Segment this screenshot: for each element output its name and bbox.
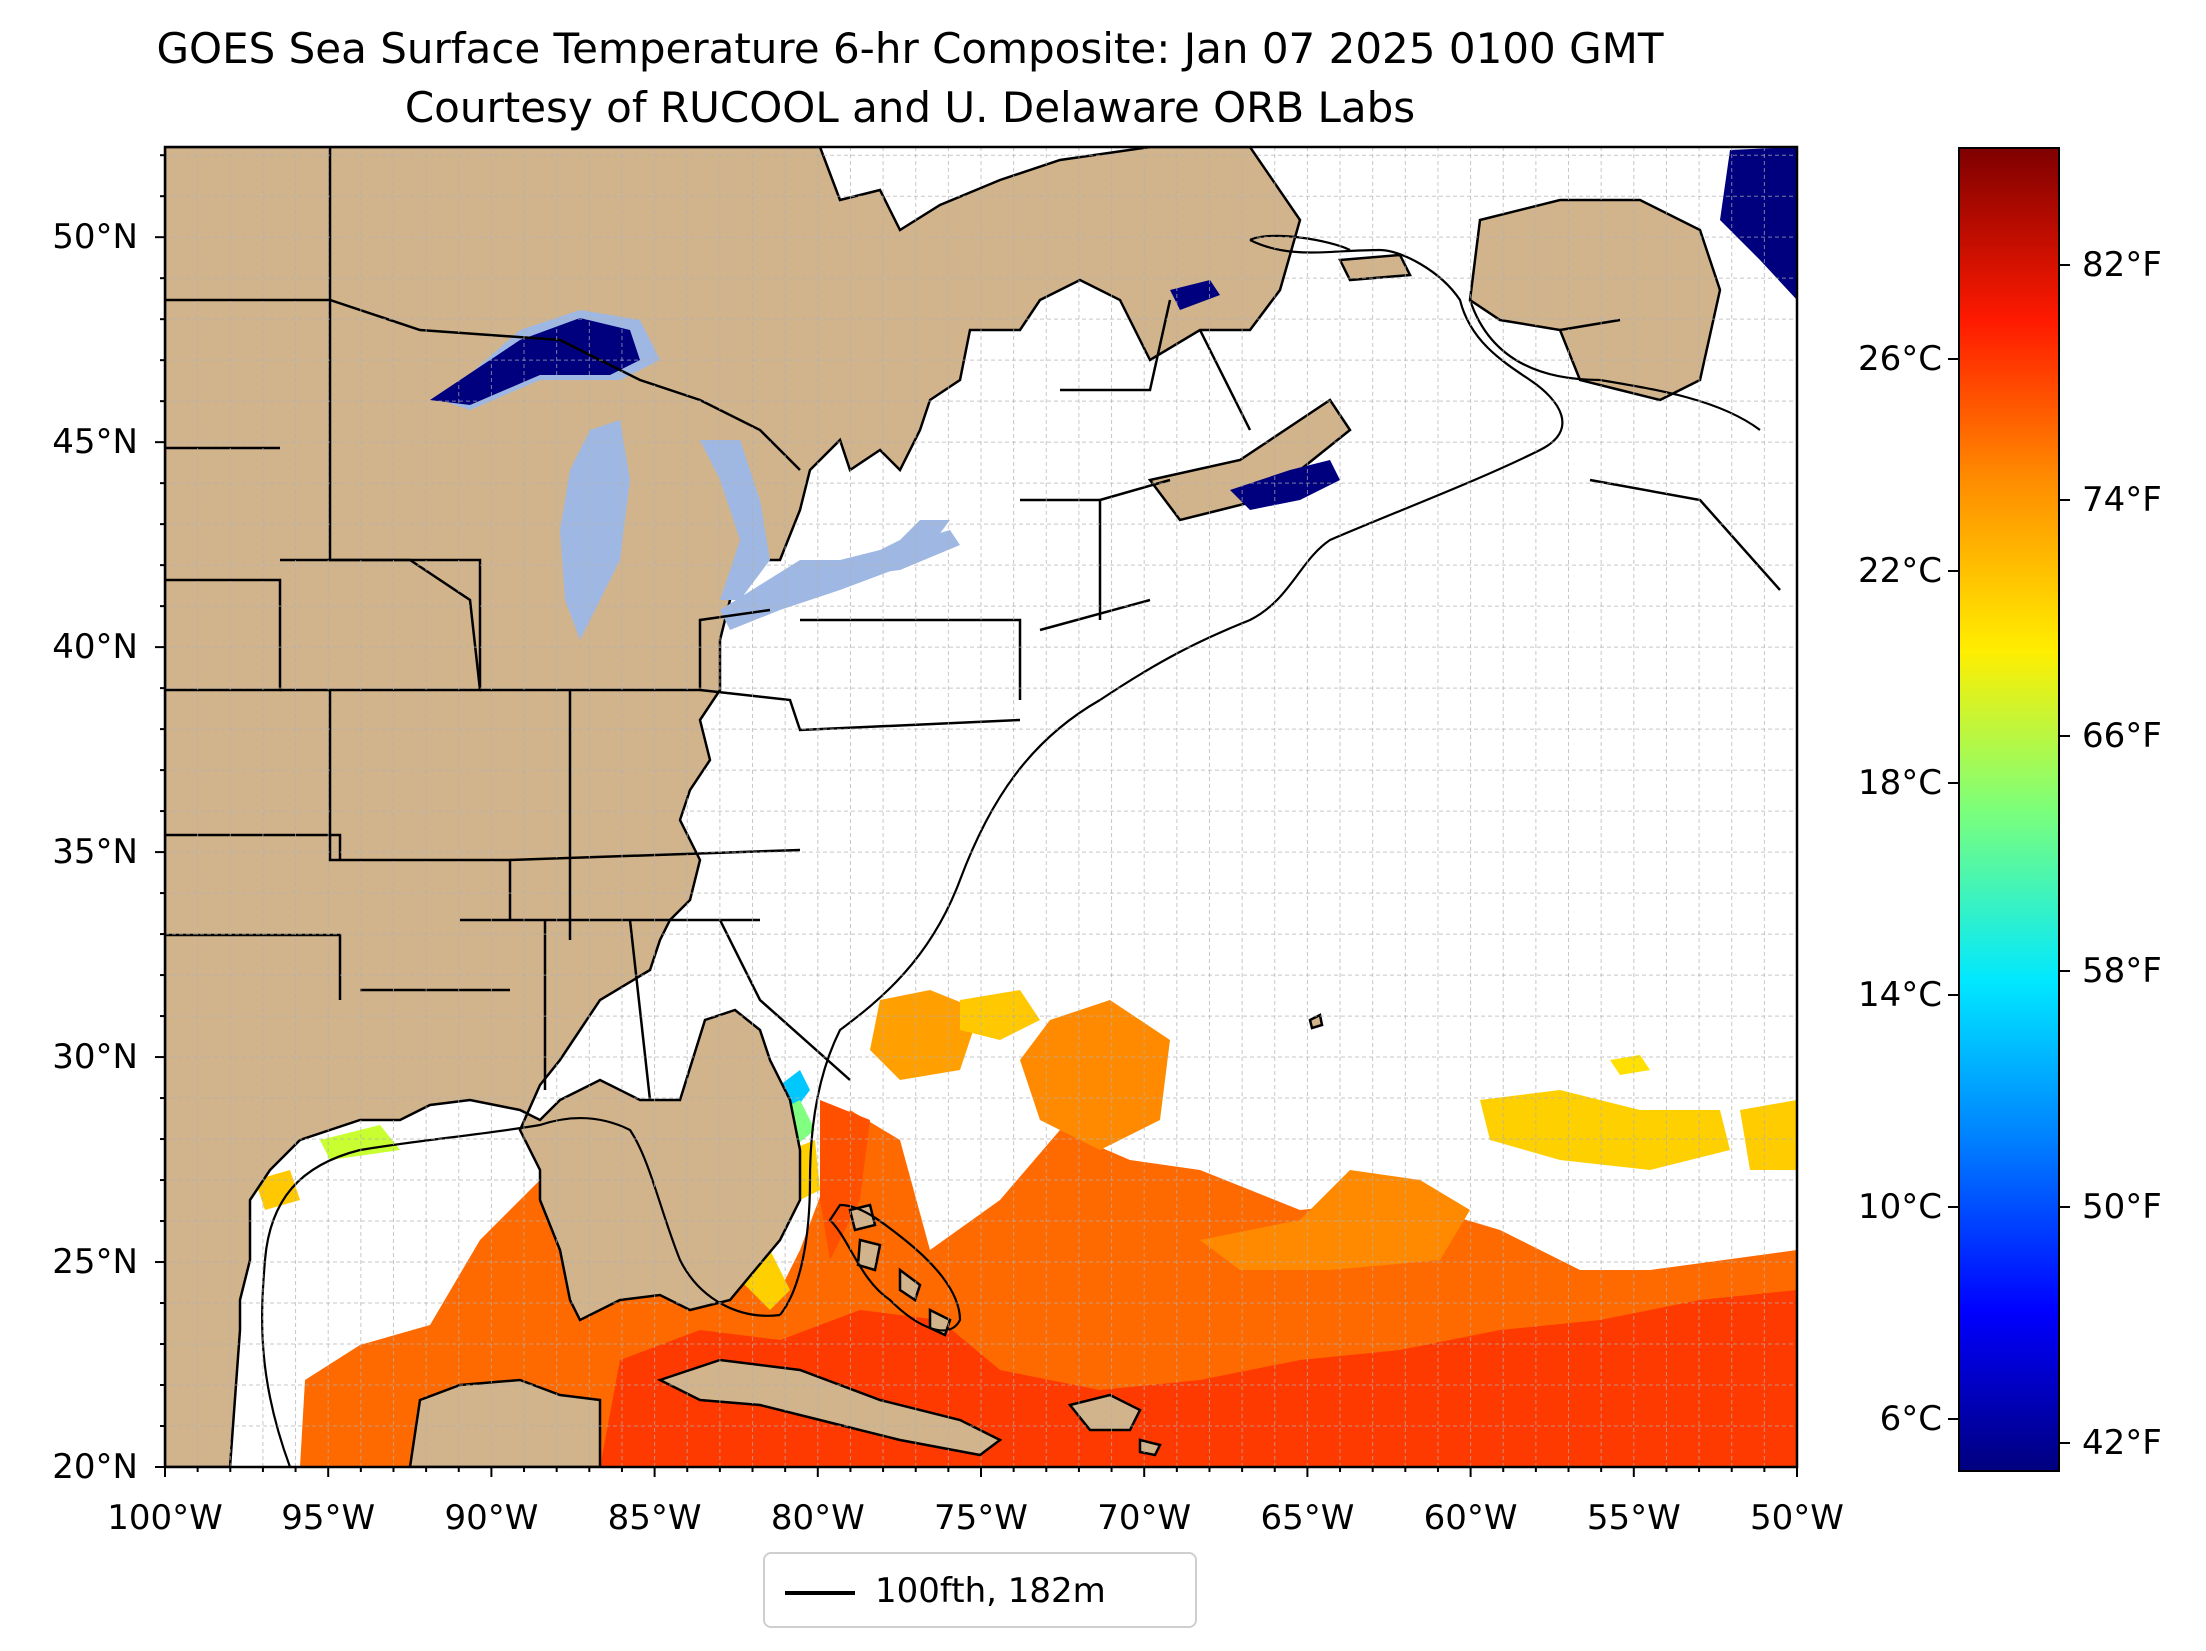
cold-water bbox=[430, 147, 1797, 510]
lat-tick-label: 35°N bbox=[52, 832, 138, 873]
colorbar-fahrenheit-label: 50°F bbox=[2082, 1187, 2162, 1227]
colorbar-fahrenheit-tick bbox=[2060, 263, 2070, 266]
colorbar-fahrenheit-tick bbox=[2060, 734, 2070, 737]
lon-tick-label: 65°W bbox=[1260, 1498, 1355, 1538]
lon-tick-label: 80°W bbox=[770, 1498, 865, 1538]
colorbar-fahrenheit-tick bbox=[2060, 970, 2070, 973]
lon-tick-label: 70°W bbox=[1097, 1498, 1192, 1538]
lat-tick-label: 40°N bbox=[52, 627, 138, 668]
graticule bbox=[165, 147, 1797, 1467]
lon-tick-label: 95°W bbox=[281, 1498, 376, 1538]
legend-label: 100fth, 182m bbox=[875, 1571, 1106, 1611]
colorbar-celsius-label: 22°C bbox=[1857, 551, 1942, 591]
colorbar-fahrenheit-label: 66°F bbox=[2082, 715, 2162, 756]
colorbar-fahrenheit-label: 74°F bbox=[2082, 480, 2162, 521]
lat-tick-label: 50°N bbox=[52, 217, 138, 258]
map-subtitle: Courtesy of RUCOOL and U. Delaware ORB L… bbox=[404, 83, 1416, 132]
colorbar-fahrenheit-label: 82°F bbox=[2082, 244, 2162, 285]
colorbar-celsius-tick bbox=[1948, 782, 1958, 784]
map-title: GOES Sea Surface Temperature 6-hr Compos… bbox=[156, 24, 1664, 73]
legend-line-swatch bbox=[785, 1591, 855, 1595]
colorbar-celsius-label: 6°C bbox=[1879, 1399, 1942, 1439]
lon-tick-label: 85°W bbox=[607, 1498, 702, 1538]
political-borders bbox=[165, 147, 1781, 1101]
colorbar-fahrenheit-label: 42°F bbox=[2082, 1422, 2162, 1463]
lon-tick-label: 100°W bbox=[107, 1498, 223, 1538]
colorbar-celsius-label: 10°C bbox=[1857, 1187, 1942, 1227]
isobath-100fth bbox=[261, 234, 1761, 1467]
lat-tick-label: 25°N bbox=[52, 1242, 138, 1283]
colorbar-celsius-label: 14°C bbox=[1857, 975, 1942, 1015]
colorbar-fahrenheit-tick bbox=[2060, 1206, 2070, 1208]
colorbar-fahrenheit-tick bbox=[2060, 499, 2070, 502]
lat-tick-label: 30°N bbox=[52, 1037, 138, 1078]
colorbar-celsius-label: 18°C bbox=[1857, 763, 1942, 803]
colorbar-celsius-tick bbox=[1948, 570, 1958, 572]
lon-tick-label: 90°W bbox=[444, 1498, 539, 1538]
lon-tick-label: 55°W bbox=[1586, 1498, 1681, 1538]
lon-tick-label: 50°W bbox=[1750, 1498, 1844, 1538]
colorbar-celsius-label: 26°C bbox=[1857, 339, 1942, 379]
lat-tick-label: 45°N bbox=[52, 422, 138, 463]
lat-tick-label: 20°N bbox=[52, 1447, 138, 1487]
colorbar-fahrenheit-tick bbox=[2060, 1441, 2070, 1444]
lon-tick-label: 75°W bbox=[934, 1498, 1028, 1538]
colorbar-celsius-tick bbox=[1948, 1418, 1958, 1420]
colorbar-celsius-tick bbox=[1948, 994, 1958, 996]
axis-ticks bbox=[155, 154, 1798, 1477]
lon-tick-label: 60°W bbox=[1423, 1498, 1518, 1538]
colorbar-celsius-tick bbox=[1948, 358, 1958, 360]
colorbar bbox=[1958, 147, 2060, 1472]
colorbar-fahrenheit-label: 58°F bbox=[2082, 951, 2162, 992]
land bbox=[165, 147, 1722, 1467]
colorbar-celsius-tick bbox=[1948, 1206, 1958, 1208]
isobath-legend: 100fth, 182m bbox=[763, 1552, 1197, 1628]
